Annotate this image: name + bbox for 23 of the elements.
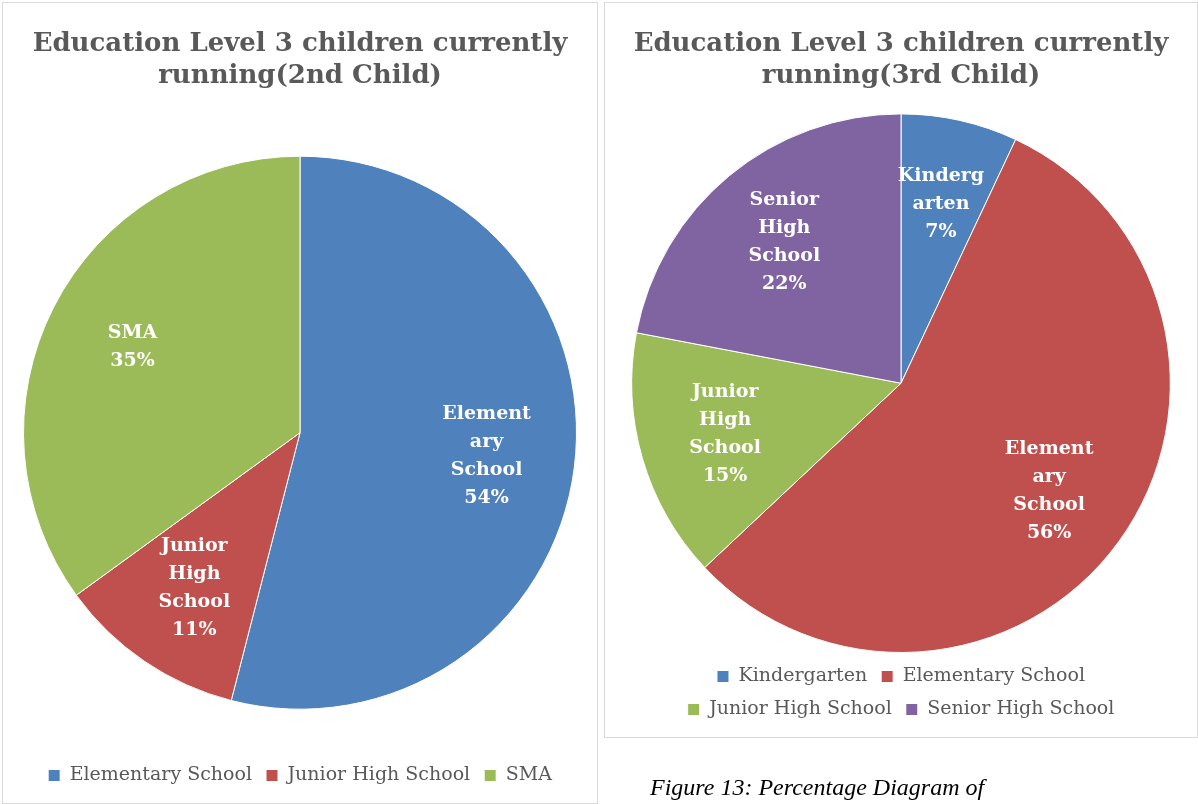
data-label: 15% [702,463,748,486]
caption: Figure 13: Percentage Diagram of [650,774,985,801]
slice-label: Junior High School [689,379,761,458]
slice-label: Elementary School [442,401,532,480]
data-label: 22% [762,271,807,294]
slice-label: Senior High School [748,187,821,266]
legend-label: Kindergarten [738,663,868,686]
legend-label: SMA [505,762,553,785]
slice-label: Elementary School [1004,435,1094,514]
slice-label: SMA [107,320,158,343]
data-label: 11% [172,617,217,640]
data-label: 7% [925,219,957,242]
legend-label: Senior High School [927,696,1115,719]
data-label: 35% [110,348,155,371]
chart-title: Education Level 3 children currently running(3rd Child) [633,27,1170,89]
legend-label: Junior High School [285,762,471,785]
legend-label: Elementary School [69,762,252,785]
slice-label: Junior High School [158,533,231,612]
legend-label: Junior High School [707,696,892,719]
chart-title: Education Level 3 children currently running(2nd Child) [32,27,569,89]
legend-label: Elementary School [902,663,1086,686]
data-label: 54% [464,485,509,508]
data-label: 56% [1026,519,1072,542]
